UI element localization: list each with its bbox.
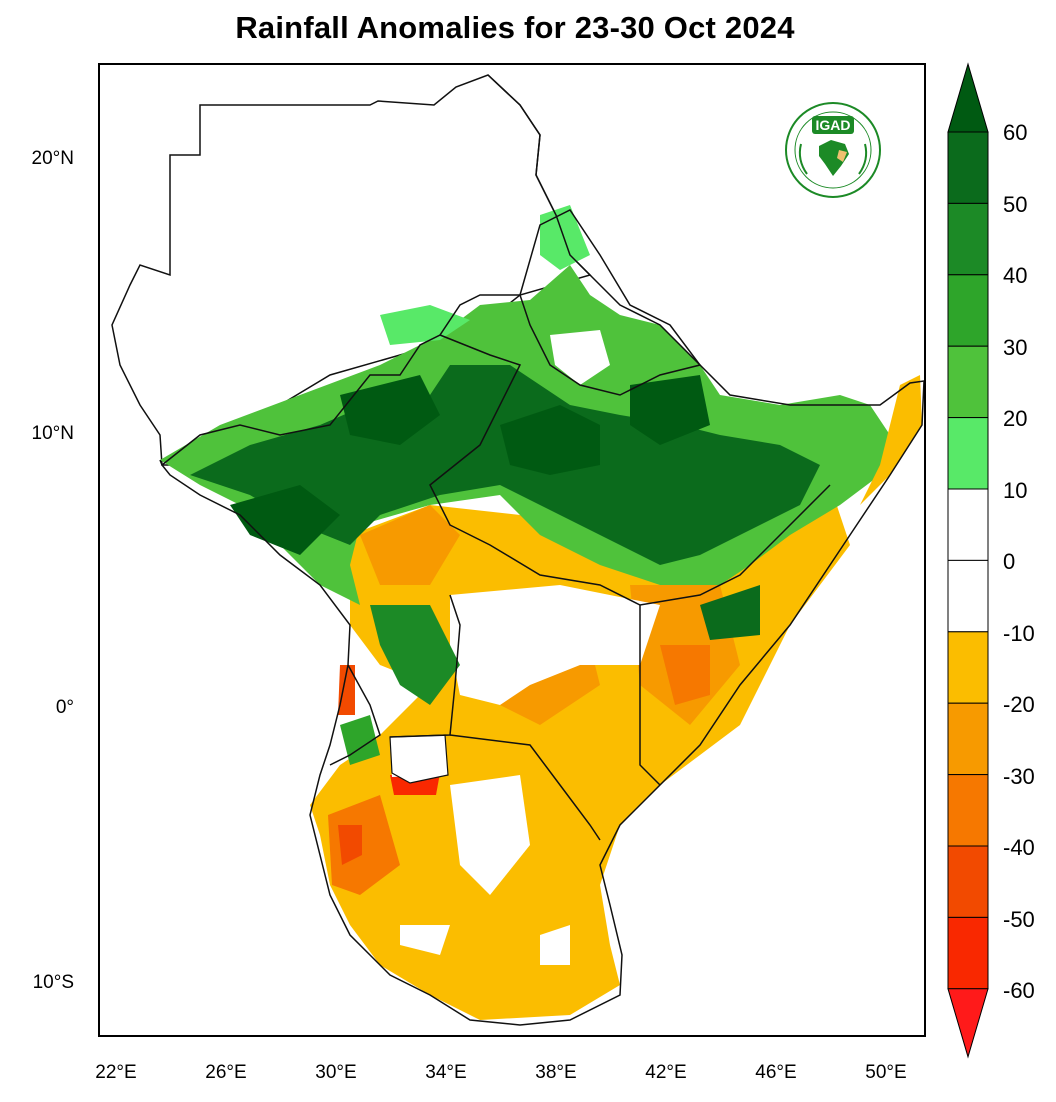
colorbar-label: -40 bbox=[1003, 835, 1035, 860]
lat-label-10n: 10°N bbox=[31, 423, 74, 444]
lon-label-30e: 30°E bbox=[315, 1062, 357, 1083]
rain-surplus-region bbox=[160, 205, 890, 765]
colorbar bbox=[940, 58, 1000, 1073]
colorbar-label: -60 bbox=[1003, 978, 1035, 1003]
lon-label-26e: 26°E bbox=[205, 1062, 247, 1083]
colorbar-segment bbox=[947, 488, 989, 561]
colorbar-arrow-top bbox=[947, 62, 989, 133]
lon-label-50e: 50°E bbox=[865, 1062, 907, 1083]
map-frame bbox=[98, 63, 926, 1037]
colorbar-label: -30 bbox=[1003, 764, 1035, 789]
country-borders bbox=[159, 74, 924, 1026]
colorbar-label: 50 bbox=[1003, 192, 1028, 217]
colorbar-segment bbox=[947, 702, 989, 776]
colorbar-segment bbox=[947, 274, 989, 347]
colorbar-segment bbox=[947, 345, 989, 419]
colorbar-segment bbox=[947, 845, 989, 918]
lat-label-20n: 20°N bbox=[31, 148, 74, 169]
land-neutral-north bbox=[111, 74, 592, 466]
colorbar-label: -20 bbox=[1003, 692, 1035, 717]
colorbar-label: 60 bbox=[1003, 120, 1028, 145]
lake-victoria bbox=[389, 734, 449, 784]
map-title: Rainfall Anomalies for 23-30 Oct 2024 bbox=[235, 10, 795, 45]
colorbar-arrow-bottom bbox=[947, 988, 989, 1059]
lat-label-0: 0° bbox=[55, 697, 74, 718]
horn-coast bbox=[860, 375, 922, 505]
colorbar-segment bbox=[947, 916, 989, 990]
lon-label-34e: 34°E bbox=[425, 1062, 467, 1083]
colorbar-segment bbox=[947, 202, 989, 276]
colorbar-label: 10 bbox=[1003, 478, 1028, 503]
colorbar-label: -50 bbox=[1003, 907, 1035, 932]
lon-label-22e: 22°E bbox=[95, 1062, 137, 1083]
colorbar-segment bbox=[947, 131, 989, 204]
colorbar-segment bbox=[947, 631, 989, 704]
colorbar-label: 30 bbox=[1003, 335, 1028, 360]
colorbar-label: -10 bbox=[1003, 621, 1035, 646]
colorbar-segment bbox=[947, 417, 989, 490]
lat-label-10s: 10°S bbox=[32, 972, 74, 993]
lon-label-46e: 46°E bbox=[755, 1062, 797, 1083]
colorbar-label: 0 bbox=[1003, 549, 1016, 574]
colorbar-segment bbox=[947, 559, 989, 633]
igad-logo: IGAD bbox=[767, 100, 899, 200]
lon-label-42e: 42°E bbox=[645, 1062, 687, 1083]
lon-label-38e: 38°E bbox=[535, 1062, 577, 1083]
colorbar-label: 40 bbox=[1003, 263, 1028, 288]
map-canvas bbox=[111, 74, 924, 1026]
colorbar-label: 20 bbox=[1003, 406, 1028, 431]
svg-text:IGAD: IGAD bbox=[816, 117, 851, 133]
colorbar-segment bbox=[947, 774, 989, 847]
